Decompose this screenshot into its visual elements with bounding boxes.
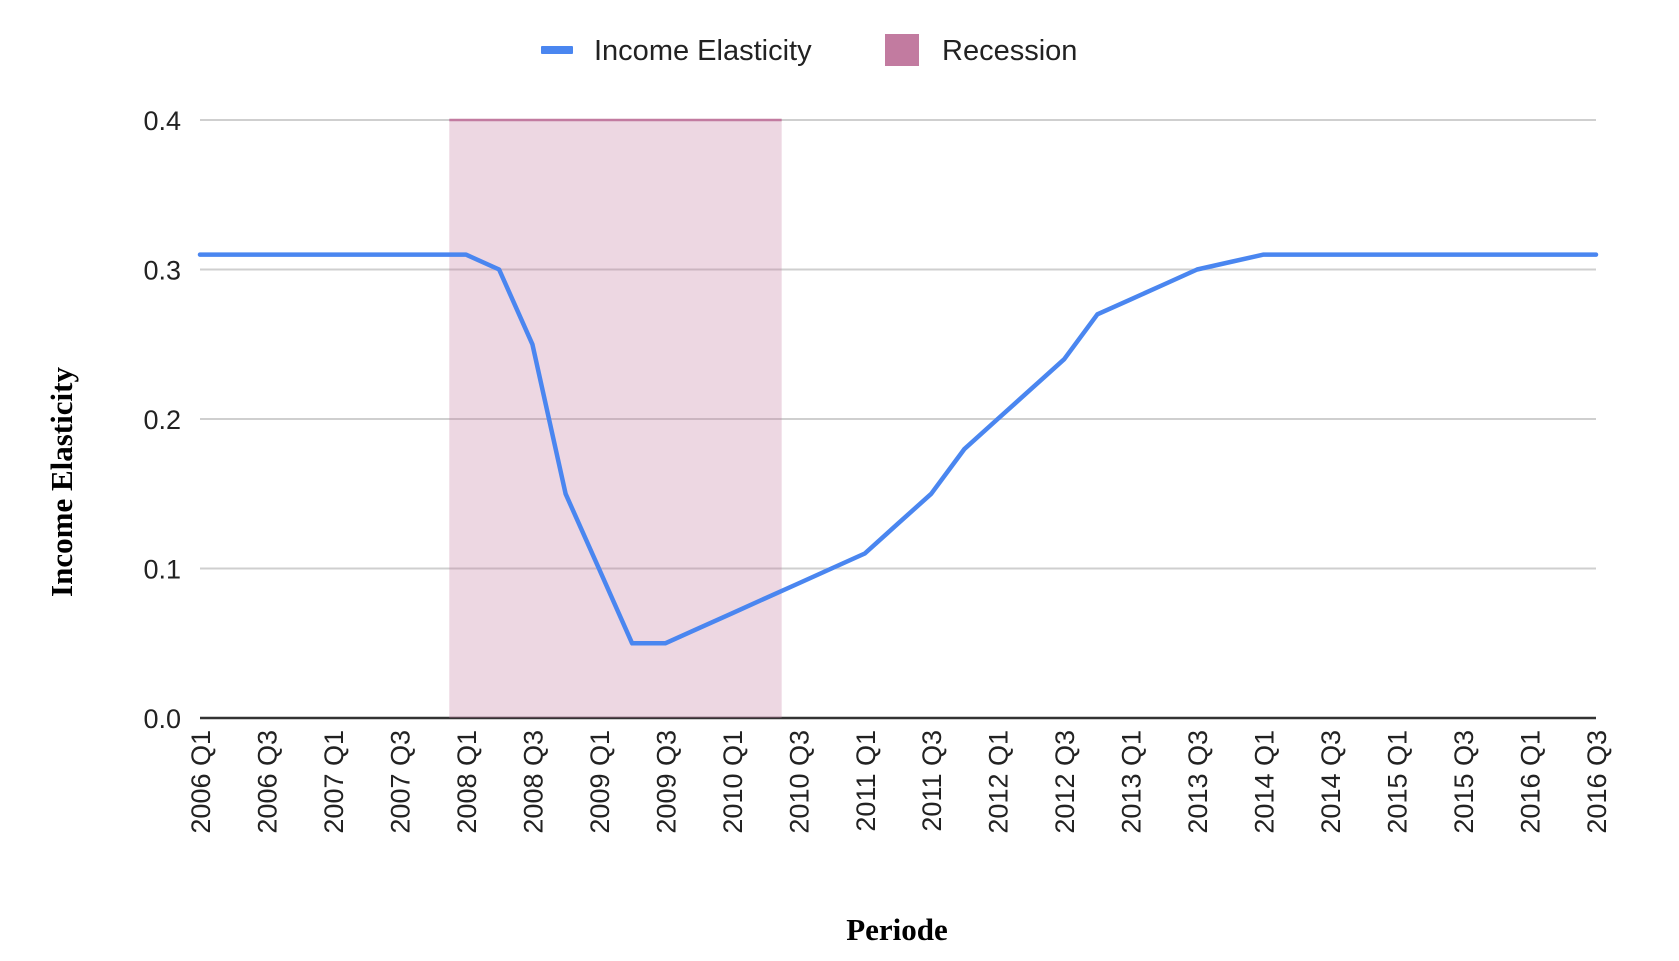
y-tick-label: 0.0 — [143, 704, 181, 734]
data-point — [1527, 252, 1532, 257]
data-point — [597, 566, 601, 571]
data-point — [431, 252, 435, 257]
data-point — [464, 252, 468, 257]
y-tick-label: 0.4 — [143, 106, 181, 136]
y-axis-title: Income Elasticity — [44, 367, 79, 597]
legend-recession-swatch — [885, 34, 919, 66]
x-tick-label: 2010 Q3 — [784, 730, 814, 834]
data-point — [1129, 297, 1133, 301]
x-tick-label: 2007 Q1 — [319, 730, 349, 834]
data-point — [1494, 252, 1498, 257]
x-tick-label: 2009 Q1 — [585, 730, 615, 834]
data-point — [264, 252, 269, 257]
data-point — [630, 641, 634, 645]
data-point — [863, 551, 867, 556]
legend-label-recession: Recession — [942, 35, 1077, 67]
x-tick-label: 2006 Q3 — [253, 730, 283, 834]
data-point — [231, 252, 235, 257]
x-axis-title: Periode — [846, 912, 948, 947]
data-point — [1162, 282, 1166, 287]
x-tick-label: 2016 Q3 — [1582, 730, 1612, 834]
y-tick-label: 0.3 — [143, 256, 181, 286]
y-tick-label: 0.2 — [143, 405, 181, 435]
legend-label-income-elasticity: Income Elasticity — [594, 35, 812, 67]
x-tick-label: 2008 Q1 — [452, 730, 482, 834]
data-point — [1561, 252, 1565, 257]
x-tick-label: 2012 Q1 — [984, 730, 1014, 834]
y-tick-label: 0.1 — [143, 555, 181, 585]
x-tick-label: 2014 Q1 — [1250, 730, 1280, 834]
recession-shading — [449, 118, 782, 718]
x-tick-label: 2009 Q3 — [651, 730, 681, 834]
data-point — [1361, 252, 1365, 257]
data-point — [796, 581, 800, 586]
data-point — [1062, 357, 1066, 361]
legend-line-swatch — [541, 46, 573, 54]
x-tick-label: 2011 Q1 — [851, 730, 881, 832]
data-point — [896, 522, 900, 526]
data-point — [929, 492, 933, 496]
x-tick-label: 2012 Q3 — [1050, 730, 1080, 834]
data-point — [1394, 252, 1399, 257]
data-point — [298, 252, 302, 257]
data-point — [364, 252, 368, 257]
data-point — [663, 641, 667, 645]
data-point — [1228, 260, 1232, 264]
x-tick-label: 2006 Q1 — [186, 730, 216, 834]
data-point — [1428, 252, 1432, 257]
data-point — [829, 566, 834, 571]
data-point — [497, 267, 501, 272]
data-point — [996, 417, 1000, 421]
x-tick-label: 2011 Q3 — [917, 730, 947, 832]
series-line — [197, 252, 1599, 646]
data-point — [763, 596, 767, 601]
recession-band — [449, 120, 782, 718]
data-point — [962, 447, 967, 451]
data-point — [1594, 252, 1598, 257]
x-tick-label: 2008 Q3 — [518, 730, 548, 834]
data-point — [564, 492, 568, 496]
x-tick-label: 2013 Q1 — [1117, 730, 1147, 834]
x-tick-label: 2016 Q1 — [1516, 730, 1546, 834]
x-axis-ticks: 2006 Q1 2006 Q3 2007 Q1 2007 Q3 2008 Q1 2008 … — [186, 730, 1612, 834]
data-point — [1029, 387, 1033, 391]
data-point — [1295, 252, 1299, 257]
x-tick-label: 2014 Q3 — [1316, 730, 1346, 834]
series-lines — [197, 252, 1599, 646]
data-point — [198, 252, 202, 257]
data-point — [1461, 252, 1465, 257]
data-point — [1262, 252, 1266, 257]
data-point — [331, 252, 335, 257]
x-tick-label: 2015 Q3 — [1449, 730, 1479, 834]
x-tick-label: 2015 Q1 — [1383, 730, 1413, 834]
y-axis-ticks: 0.0 0.1 0.2 0.3 0.4 — [143, 106, 181, 734]
data-point — [530, 342, 534, 346]
data-point — [1328, 252, 1332, 257]
data-point — [1195, 267, 1199, 272]
legend: Income Elasticity Recession — [541, 34, 1077, 67]
data-point — [696, 626, 701, 630]
data-point — [397, 252, 402, 257]
x-tick-label: 2010 Q1 — [718, 730, 748, 834]
x-tick-label: 2007 Q3 — [385, 730, 415, 834]
data-point — [1095, 312, 1100, 316]
gridlines — [200, 119, 1596, 720]
data-point — [730, 611, 734, 615]
x-tick-label: 2013 Q3 — [1183, 730, 1213, 834]
